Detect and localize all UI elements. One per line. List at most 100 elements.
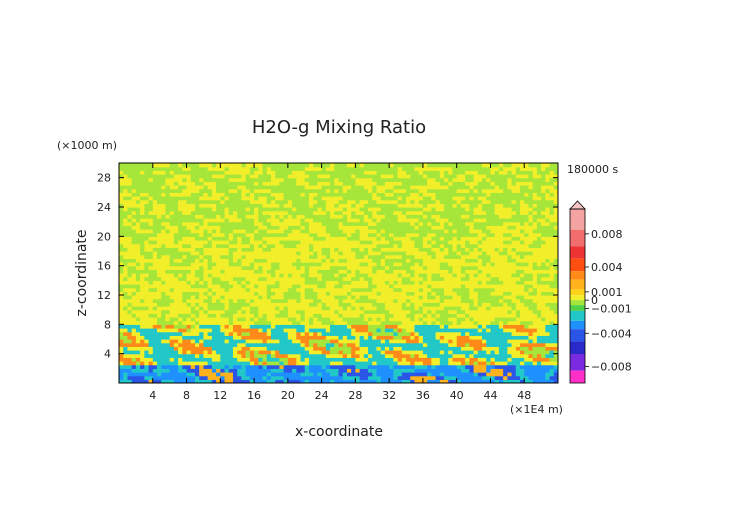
heatmap-cell <box>321 346 327 351</box>
heatmap-cell <box>494 320 500 325</box>
heatmap-cell <box>258 331 264 336</box>
heatmap-cell <box>520 298 525 303</box>
heatmap-cell <box>486 313 492 318</box>
heatmap-cell <box>292 207 297 212</box>
heatmap-cell <box>169 346 175 351</box>
heatmap-cell <box>186 291 192 296</box>
heatmap-cell <box>380 232 386 237</box>
heatmap-cell <box>173 284 179 289</box>
heatmap-cell <box>156 335 162 340</box>
heatmap-cell <box>300 284 306 289</box>
heatmap-cell <box>401 291 407 296</box>
heatmap-cell <box>275 368 281 373</box>
heatmap-cell <box>203 313 209 318</box>
heatmap-cell <box>182 207 188 212</box>
heatmap-cell <box>279 221 285 226</box>
heatmap-cell <box>427 357 432 362</box>
heatmap-cell <box>203 221 209 226</box>
heatmap-cell <box>448 243 454 248</box>
heatmap-cell <box>216 269 221 274</box>
heatmap-cell <box>452 284 458 289</box>
heatmap-cell <box>532 229 538 234</box>
heatmap-cell <box>169 232 175 237</box>
heatmap-cell <box>346 284 352 289</box>
heatmap-cell <box>338 364 344 369</box>
heatmap-cell <box>292 295 297 300</box>
heatmap-cell <box>330 324 335 329</box>
heatmap-cell <box>304 214 310 219</box>
heatmap-cell <box>435 210 441 215</box>
heatmap-cell <box>486 214 492 219</box>
heatmap-cell <box>308 269 314 274</box>
heatmap-cell <box>258 324 264 329</box>
heatmap-cell <box>393 302 399 307</box>
heatmap-cell <box>131 291 137 296</box>
heatmap-cell <box>460 258 466 263</box>
heatmap-cell <box>127 221 133 226</box>
heatmap-cell <box>317 335 323 340</box>
heatmap-cell <box>363 335 369 340</box>
heatmap-cell <box>503 372 508 377</box>
heatmap-cell <box>245 265 251 270</box>
heatmap-cell <box>148 240 154 245</box>
heatmap-cell <box>220 298 226 303</box>
heatmap-cell <box>178 317 183 322</box>
heatmap-cell <box>389 335 394 340</box>
heatmap-cell <box>401 232 407 237</box>
heatmap-cell <box>346 232 352 237</box>
heatmap-cell <box>203 353 209 358</box>
heatmap-cell <box>435 302 441 307</box>
heatmap-cell <box>393 240 399 245</box>
heatmap-cell <box>520 295 525 300</box>
heatmap-cell <box>169 240 175 245</box>
heatmap-cell <box>549 317 555 322</box>
heatmap-cell <box>237 298 243 303</box>
heatmap-cell <box>216 210 221 215</box>
heatmap-cell <box>245 295 251 300</box>
heatmap-cell <box>448 265 454 270</box>
heatmap-cell <box>123 276 129 281</box>
heatmap-cell <box>532 232 538 237</box>
heatmap-cell <box>169 357 175 362</box>
heatmap-cell <box>148 210 154 215</box>
heatmap-cell <box>460 357 466 362</box>
heatmap-cell <box>165 284 171 289</box>
heatmap-cell <box>465 324 470 329</box>
heatmap-cell <box>148 353 154 358</box>
heatmap-cell <box>389 269 394 274</box>
heatmap-cell <box>422 210 428 215</box>
heatmap-cell <box>393 375 399 380</box>
heatmap-cell <box>397 306 403 311</box>
heatmap-cell <box>545 339 551 344</box>
heatmap-cell <box>131 375 137 380</box>
heatmap-cell <box>469 331 475 336</box>
heatmap-cell <box>435 361 441 366</box>
heatmap-cell <box>465 302 470 307</box>
heatmap-cell <box>389 276 394 281</box>
heatmap-cell <box>216 214 221 219</box>
heatmap-cell <box>435 251 441 256</box>
heatmap-cell <box>469 218 475 223</box>
heatmap-cell <box>418 291 424 296</box>
heatmap-cell <box>211 243 217 248</box>
heatmap-cell <box>507 229 513 234</box>
heatmap-cell <box>536 295 542 300</box>
heatmap-cell <box>338 320 344 325</box>
heatmap-cell <box>203 320 209 325</box>
heatmap-cell <box>448 353 454 358</box>
heatmap-cell <box>287 258 293 263</box>
heatmap-cell <box>389 262 394 267</box>
heatmap-cell <box>414 298 420 303</box>
heatmap-cell <box>186 243 192 248</box>
heatmap-cell <box>203 287 209 292</box>
heatmap-cell <box>173 339 179 344</box>
heatmap-cell <box>511 364 517 369</box>
heatmap-cell <box>431 317 437 322</box>
heatmap-cell <box>169 262 175 267</box>
heatmap-cell <box>135 302 141 307</box>
heatmap-cell <box>545 298 551 303</box>
heatmap-cell <box>325 284 331 289</box>
heatmap-cell <box>494 236 500 241</box>
heatmap-cell <box>135 240 141 245</box>
heatmap-cell <box>232 269 238 274</box>
